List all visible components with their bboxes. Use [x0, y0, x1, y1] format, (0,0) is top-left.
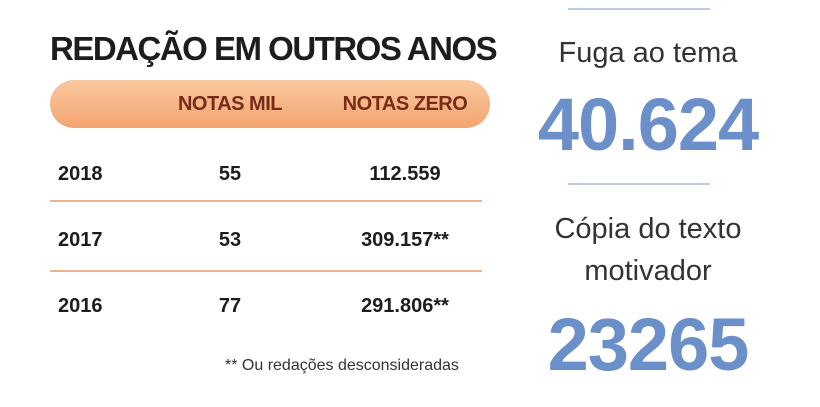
table-cell: 291.806** [361, 295, 449, 317]
table-cell: 53 [218, 229, 242, 251]
stat-value: 23265 [547, 303, 750, 386]
table-title: REDAÇÃO EM OUTROS ANOS [50, 30, 498, 67]
table-cell: 112.559 [369, 163, 441, 185]
table-cell: 309.157** [361, 229, 449, 251]
stat-value: 40.624 [537, 83, 759, 166]
row-separator [50, 200, 482, 202]
table-cell: 2017 [58, 229, 103, 251]
stat-label: Cópia do texto motivador [554, 213, 742, 287]
divider [568, 183, 710, 185]
table-cell: 77 [218, 295, 242, 317]
table-cell: 2016 [58, 295, 103, 317]
divider [568, 8, 710, 10]
stat-label: Fuga ao tema [558, 37, 738, 69]
header-cell: NOTAS MIL [177, 93, 283, 115]
header-cell: NOTAS ZERO [342, 93, 468, 115]
table-cell: 55 [218, 163, 242, 185]
table-cell: 2018 [58, 163, 103, 185]
footnote: ** Ou redações desconsideradas [225, 357, 459, 374]
row-separator [50, 270, 482, 272]
header-band [50, 80, 490, 128]
